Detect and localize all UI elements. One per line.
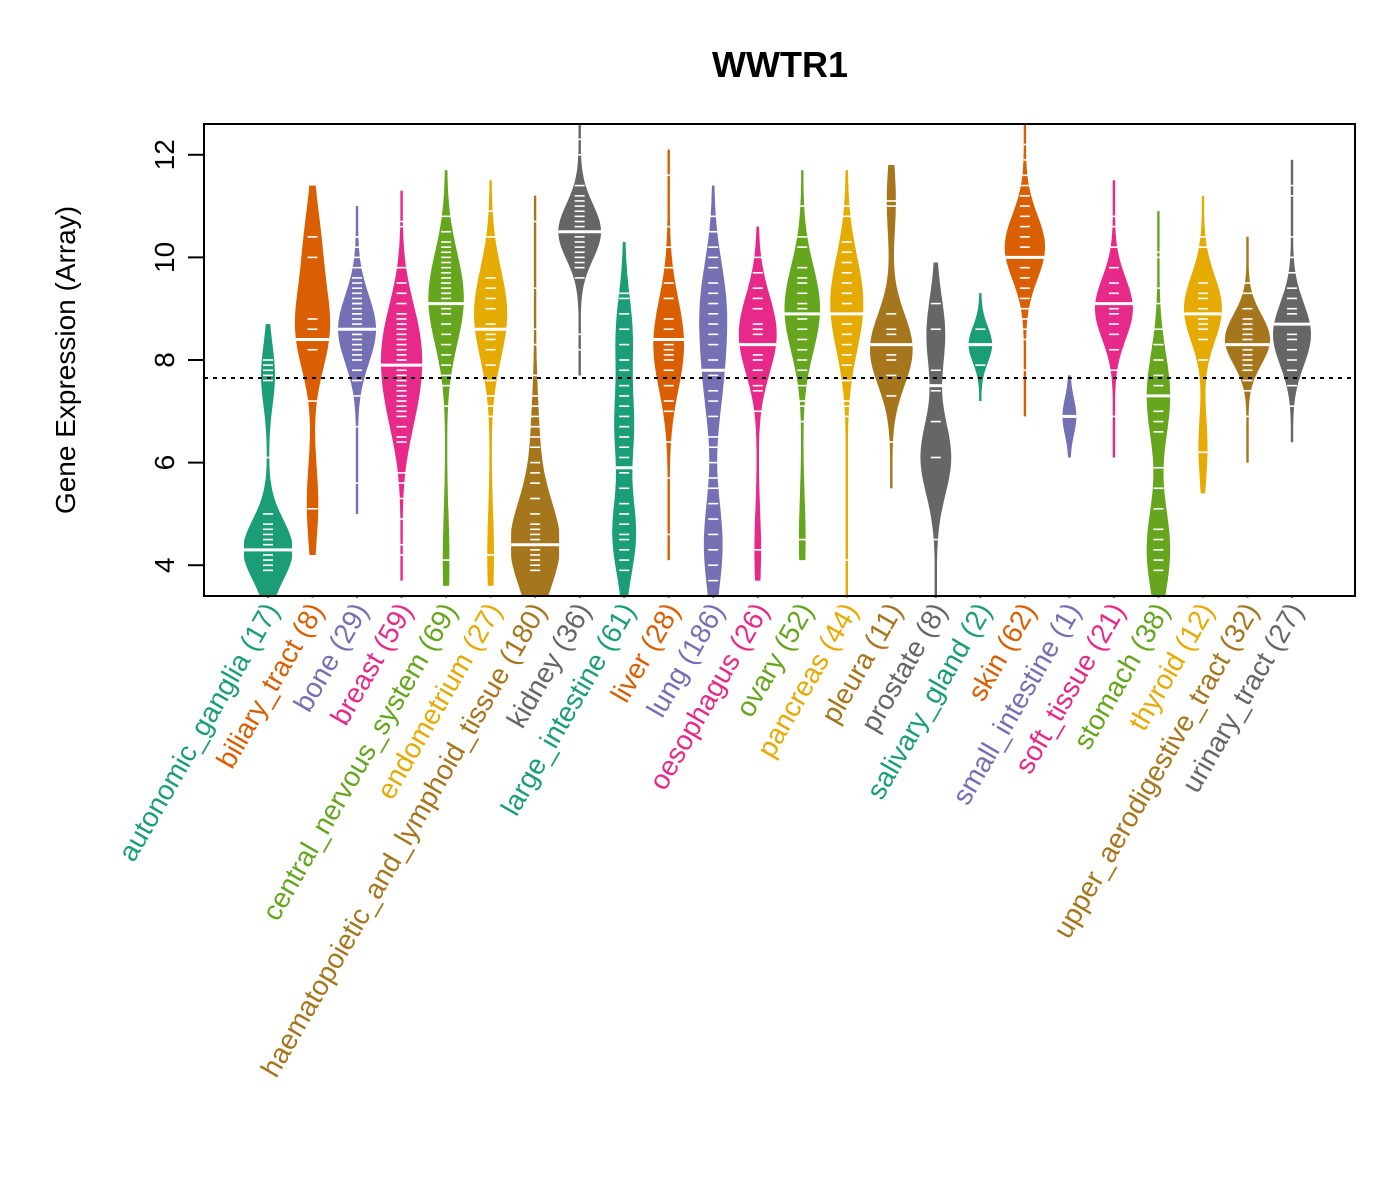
plot-area — [244, 124, 1311, 598]
y-tick-label: 10 — [149, 242, 180, 273]
y-axis: 4 6 8 10 12 — [149, 139, 204, 573]
violin-group — [920, 262, 952, 598]
violin-group — [653, 149, 685, 598]
violin-group — [1184, 195, 1222, 598]
violin-group — [1004, 124, 1045, 598]
y-tick-label: 4 — [149, 557, 180, 573]
y-axis-label: Gene Expression (Array) — [50, 206, 81, 514]
y-tick-label: 8 — [149, 352, 180, 368]
violin-group — [511, 195, 560, 598]
violin-group — [1146, 211, 1171, 598]
violin-group — [830, 170, 864, 598]
violin-group — [968, 293, 993, 598]
violin-group — [738, 226, 777, 598]
violin-group — [1095, 180, 1133, 598]
violin-group — [244, 324, 292, 598]
chart-title: WWTR1 — [712, 44, 848, 85]
violin-group — [699, 185, 728, 598]
x-axis-labels: autonomic_ganglia (17)biliary_tract (8)b… — [112, 598, 1309, 1083]
plot-frame — [203, 123, 1356, 597]
violin-group — [474, 180, 508, 598]
violin-group — [612, 242, 637, 598]
violin-group — [338, 206, 377, 598]
violin-group — [1224, 236, 1270, 598]
violin-group — [784, 170, 820, 598]
violin-group — [1062, 375, 1077, 598]
violin-group — [1273, 159, 1311, 598]
violin-group — [428, 170, 464, 598]
violin-group — [870, 165, 913, 598]
y-tick-label: 6 — [149, 455, 180, 471]
violin-group — [294, 185, 331, 598]
violin-group — [380, 190, 423, 598]
violin-group — [558, 124, 602, 598]
y-tick-label: 12 — [149, 139, 180, 170]
